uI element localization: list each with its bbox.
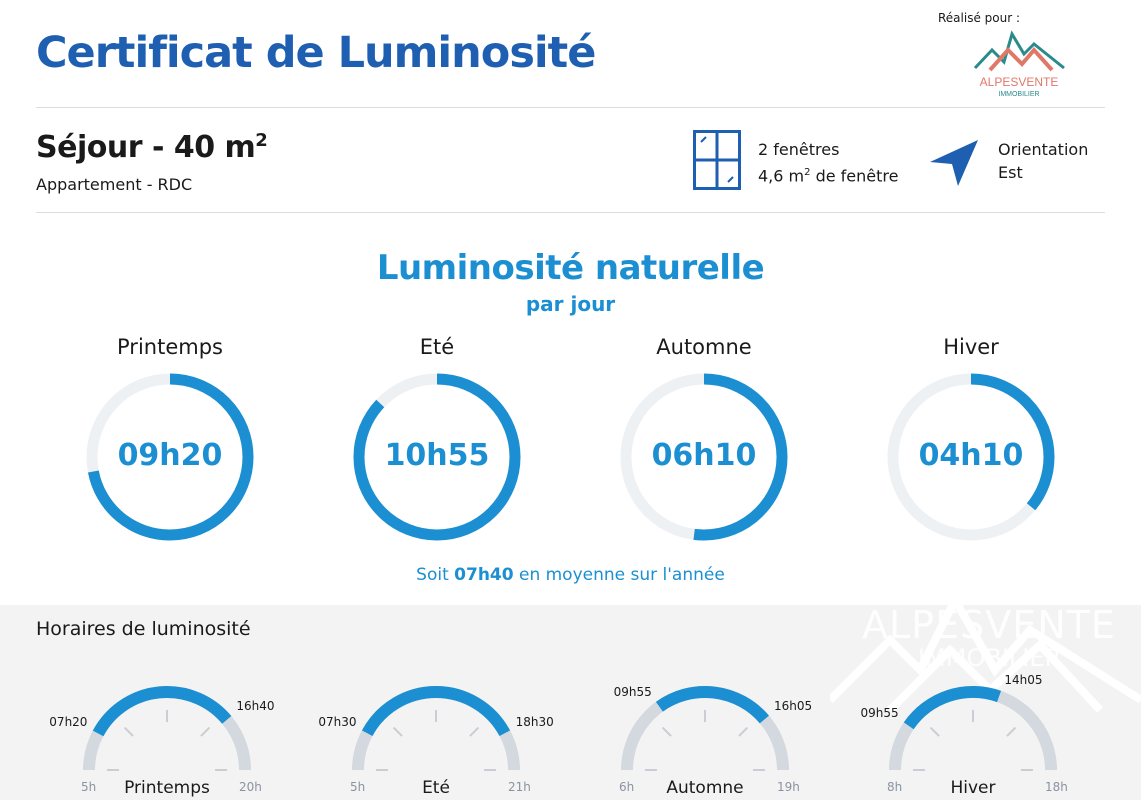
yearly-average: Soit 07h40 en moyenne sur l'année <box>416 565 725 585</box>
gauge-min-label: 5h <box>350 780 366 794</box>
gauge-fill <box>92 686 232 737</box>
season-duration: 10h55 <box>384 438 490 473</box>
windows-info: 2 fenêtres 4,6 m2 de fenêtre <box>758 140 899 186</box>
gauge-tick <box>661 726 672 737</box>
natural-light-subtitle: par jour <box>525 292 616 316</box>
gauge-track <box>352 686 520 771</box>
season-name: Printemps <box>117 335 223 359</box>
season-name: Automne <box>656 335 752 359</box>
mountain-logo-icon: ALPESVENTE IMMOBILIER <box>973 30 1065 98</box>
gauge-tick <box>929 726 940 737</box>
ring-fill <box>353 373 521 541</box>
gauge-min-label: 5h <box>81 780 97 794</box>
ring-fill <box>620 373 788 541</box>
gauge-tick <box>738 726 749 737</box>
gauge-start-label: 07h20 <box>49 714 88 729</box>
gauge-tick <box>392 726 403 737</box>
gauge-end-label: 18h30 <box>515 714 554 729</box>
season-duration: 09h20 <box>117 438 223 473</box>
gauge-start-label: 09h55 <box>860 706 899 721</box>
orientation-arrow-icon <box>930 140 978 186</box>
svg-text:IMMOBILIER: IMMOBILIER <box>998 91 1039 98</box>
season-name: Hiver <box>943 335 999 359</box>
made-for-label: Réalisé pour : <box>938 11 1021 25</box>
gauge-tick <box>123 726 134 737</box>
gauge-track <box>83 686 251 771</box>
ring-fill <box>887 373 1055 541</box>
page-title: Certificat de Luminosité <box>36 28 596 78</box>
ring-fill <box>86 373 254 541</box>
schedule-section <box>0 605 1141 800</box>
divider <box>36 107 1105 108</box>
gauge-tick <box>200 726 211 737</box>
gauge-tick <box>1006 726 1017 737</box>
schedule-title: Horaires de luminosité <box>36 618 251 640</box>
gauge-fill <box>903 686 1002 730</box>
client-logo: ALPESVENTE IMMOBILIER <box>972 28 1067 100</box>
gauge-tick <box>469 726 480 737</box>
room-subtitle: Appartement - RDC <box>36 175 193 194</box>
gauge-start-label: 09h55 <box>613 684 652 699</box>
watermark-text: ALPESVENTE <box>862 603 1116 647</box>
gauge-end-label: 16h40 <box>236 699 275 714</box>
gauge-season-name: Automne <box>666 778 744 798</box>
gauge-start-label: 07h30 <box>318 714 357 729</box>
window-icon <box>693 130 741 190</box>
gauge-season-name: Hiver <box>950 778 996 798</box>
gauge-end-label: 16h05 <box>774 698 813 713</box>
gauge-min-label: 6h <box>619 780 635 794</box>
gauge-min-label: 8h <box>887 780 903 794</box>
room-title: Séjour - 40 m2 <box>36 130 268 165</box>
gauge-fill <box>361 686 511 737</box>
gauge-track <box>889 686 1057 771</box>
divider <box>36 212 1105 213</box>
gauge-fill <box>655 686 769 724</box>
gauge-season-name: Printemps <box>124 778 210 798</box>
gauge-max-label: 21h <box>508 780 531 794</box>
watermark-subtext: IMMOBILIER <box>918 644 1062 672</box>
svg-text:ALPESVENTE: ALPESVENTE <box>980 75 1059 89</box>
gauge-end-label: 14h05 <box>1004 673 1043 688</box>
season-duration: 04h10 <box>918 438 1024 473</box>
gauge-max-label: 18h <box>1045 780 1068 794</box>
season-duration: 06h10 <box>651 438 757 473</box>
season-name: Eté <box>419 335 455 359</box>
gauge-max-label: 20h <box>239 780 262 794</box>
orientation-info: Orientation Est <box>998 140 1089 182</box>
gauge-max-label: 19h <box>777 780 800 794</box>
gauge-season-name: Eté <box>422 778 450 798</box>
gauge-track <box>621 686 789 771</box>
natural-light-title: Luminosité naturelle <box>376 248 765 288</box>
